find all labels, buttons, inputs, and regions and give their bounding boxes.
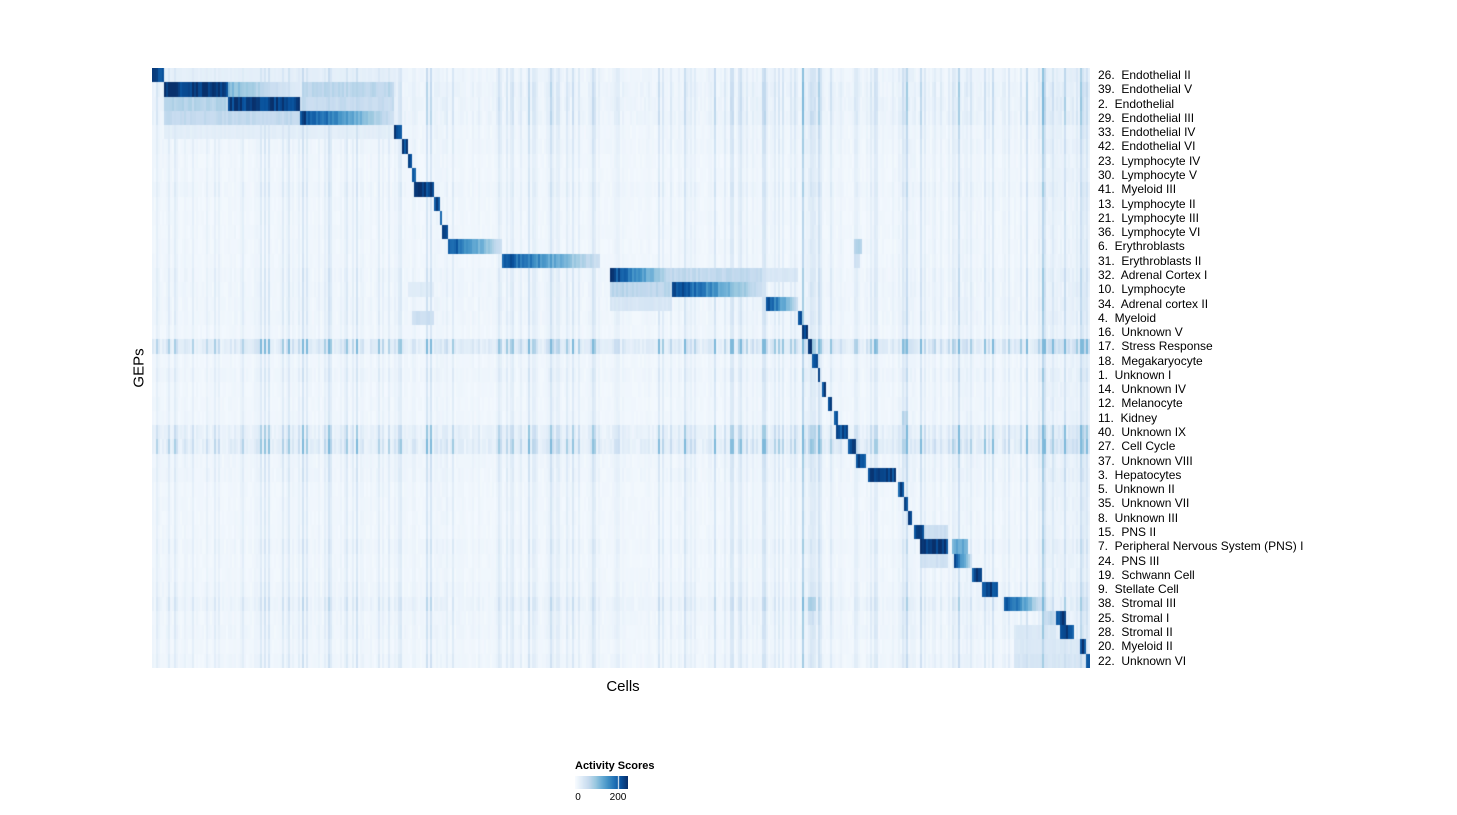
gep-row-label: 17. Stress Response — [1098, 339, 1213, 354]
gep-row-label: 23. Lymphocyte IV — [1098, 153, 1201, 168]
gep-row-label: 2. Endothelial — [1098, 96, 1175, 111]
heatmap-canvas — [152, 68, 1090, 668]
gep-row-label: 39. Endothelial V — [1098, 82, 1193, 97]
gep-row-label: 33. Endothelial IV — [1098, 125, 1196, 140]
gep-row-label: 24. PNS III — [1098, 553, 1160, 568]
legend-gradient-bar — [575, 776, 628, 789]
gep-row-label: 28. Stromal II — [1098, 624, 1173, 639]
gep-row-label: 32. Adrenal Cortex I — [1098, 267, 1208, 282]
gep-row-label: 34. Adrenal cortex II — [1098, 296, 1209, 311]
activity-scores-legend: Activity Scores 0 200 — [575, 760, 715, 805]
gep-row-label: 11. Kidney — [1098, 410, 1158, 425]
gep-row-label: 40. Unknown IX — [1098, 425, 1187, 440]
gep-row-label: 19. Schwann Cell — [1098, 567, 1195, 582]
legend-min-label: 0 — [575, 792, 581, 803]
gep-row-label: 14. Unknown IV — [1098, 382, 1187, 397]
gep-row-label: 4. Myeloid — [1098, 310, 1157, 325]
gep-row-label: 36. Lymphocyte VI — [1098, 225, 1201, 240]
gep-row-label: 6. Erythroblasts — [1098, 239, 1185, 254]
gep-row-label: 20. Myeloid II — [1098, 639, 1173, 654]
legend-title: Activity Scores — [575, 760, 655, 772]
gep-row-label: 21. Lymphocyte III — [1098, 210, 1199, 225]
gep-row-label: 25. Stromal I — [1098, 610, 1170, 625]
gep-row-label: 30. Lymphocyte V — [1098, 167, 1197, 182]
gep-row-label: 37. Unknown VIII — [1098, 453, 1193, 468]
gep-row-label: 12. Melanocyte — [1098, 396, 1183, 411]
y-axis-label: GEPs — [130, 348, 148, 388]
gep-row-label: 42. Endothelial VI — [1098, 139, 1196, 154]
gep-row-label: 15. PNS II — [1098, 525, 1157, 539]
gep-row-label: 29. Endothelial III — [1098, 110, 1195, 125]
gep-row-label: 16. Unknown V — [1098, 325, 1183, 340]
gep-row-label: 38. Stromal III — [1098, 596, 1177, 611]
legend-max-label: 200 — [609, 792, 627, 803]
legend-ticks: 0 200 — [575, 792, 715, 805]
gep-row-label: 26. Endothelial II — [1098, 68, 1191, 82]
gep-row-label: 31. Erythroblasts II — [1098, 253, 1202, 268]
gep-row-label: 35. Unknown VII — [1098, 496, 1190, 511]
gep-row-label: 22. Unknown VI — [1098, 653, 1187, 668]
gep-row-label: 41. Myeloid III — [1098, 182, 1177, 197]
gep-row-label: 27. Cell Cycle — [1098, 439, 1176, 454]
gep-row-label: 3. Hepatocytes — [1098, 467, 1182, 482]
gep-row-label: 1. Unknown I — [1098, 367, 1172, 382]
gep-row-label: 18. Megakaryocyte — [1098, 353, 1203, 368]
gep-row-label: 13. Lymphocyte II — [1098, 196, 1196, 211]
x-axis-label: Cells — [606, 678, 640, 695]
gep-row-labels: 26. Endothelial II 39. Endothelial V 2. En… — [1098, 68, 1448, 668]
gep-row-label: 5. Unknown II — [1098, 482, 1175, 497]
gep-row-label: 7. Peripheral Nervous System (PNS) I — [1098, 539, 1304, 554]
gep-row-label: 8. Unknown III — [1098, 510, 1179, 525]
gep-row-label: 10. Lymphocyte — [1098, 282, 1186, 297]
gep-row-label: 9. Stellate Cell — [1098, 582, 1179, 597]
